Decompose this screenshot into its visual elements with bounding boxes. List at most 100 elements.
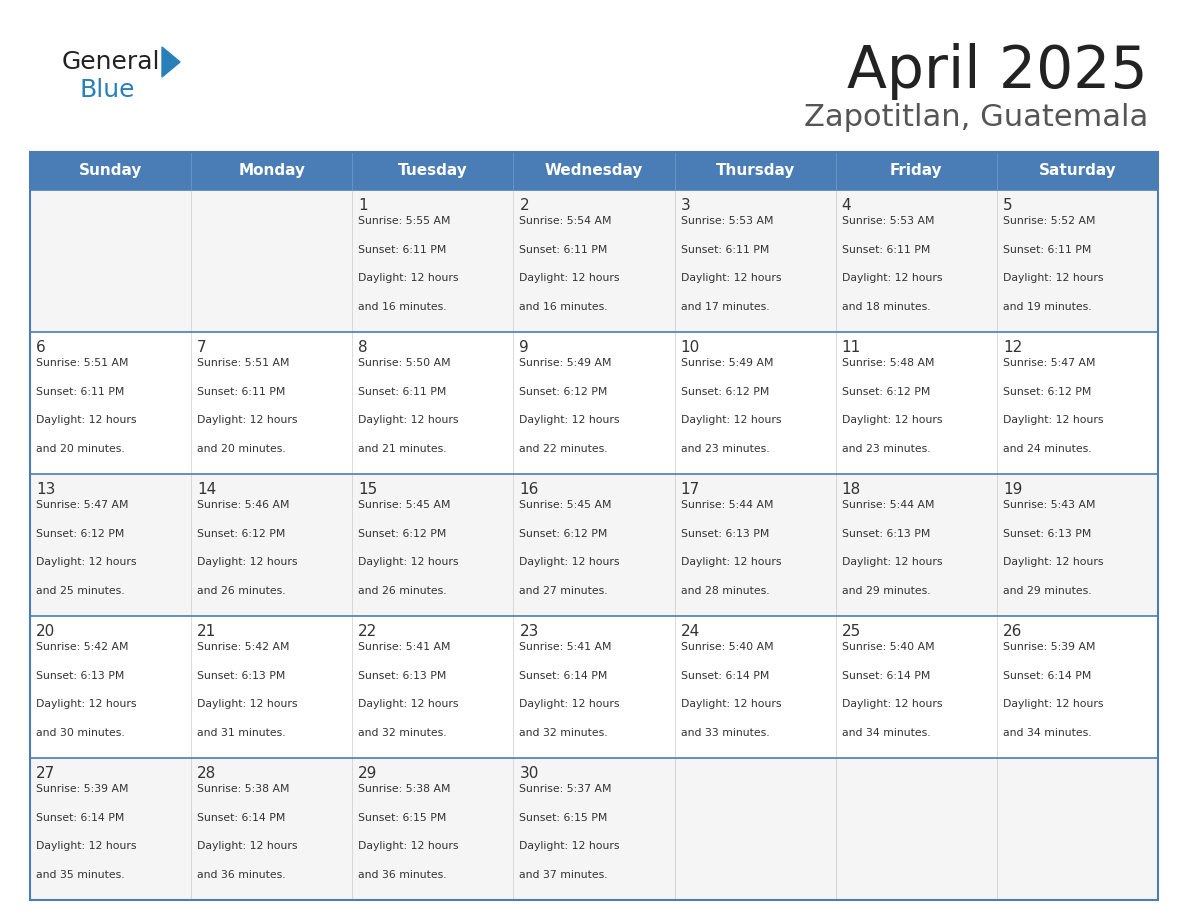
Bar xyxy=(30,474,1158,616)
Text: Daylight: 12 hours: Daylight: 12 hours xyxy=(197,841,298,851)
Text: and 27 minutes.: and 27 minutes. xyxy=(519,586,608,596)
Text: Daylight: 12 hours: Daylight: 12 hours xyxy=(1003,557,1104,567)
Text: Sunset: 6:14 PM: Sunset: 6:14 PM xyxy=(681,670,769,680)
Bar xyxy=(30,616,1158,758)
Text: Sunset: 6:12 PM: Sunset: 6:12 PM xyxy=(842,386,930,397)
Text: Sunrise: 5:49 AM: Sunrise: 5:49 AM xyxy=(681,358,773,368)
Text: Sunrise: 5:50 AM: Sunrise: 5:50 AM xyxy=(359,358,451,368)
Text: 4: 4 xyxy=(842,198,852,213)
Text: Sunset: 6:14 PM: Sunset: 6:14 PM xyxy=(36,812,125,823)
Text: 20: 20 xyxy=(36,624,56,639)
Polygon shape xyxy=(162,47,181,77)
Text: Sunrise: 5:54 AM: Sunrise: 5:54 AM xyxy=(519,216,612,226)
Text: 28: 28 xyxy=(197,766,216,781)
Text: 13: 13 xyxy=(36,482,56,497)
Text: Sunday: Sunday xyxy=(78,163,143,178)
Text: 11: 11 xyxy=(842,340,861,355)
Text: Saturday: Saturday xyxy=(1038,163,1117,178)
Text: Sunrise: 5:44 AM: Sunrise: 5:44 AM xyxy=(681,500,773,510)
Text: and 28 minutes.: and 28 minutes. xyxy=(681,586,769,596)
Text: Sunrise: 5:45 AM: Sunrise: 5:45 AM xyxy=(359,500,450,510)
Text: Daylight: 12 hours: Daylight: 12 hours xyxy=(519,557,620,567)
Text: Daylight: 12 hours: Daylight: 12 hours xyxy=(36,415,137,425)
Text: Sunset: 6:12 PM: Sunset: 6:12 PM xyxy=(36,529,125,539)
Text: Sunset: 6:14 PM: Sunset: 6:14 PM xyxy=(842,670,930,680)
Bar xyxy=(30,152,1158,190)
Text: and 24 minutes.: and 24 minutes. xyxy=(1003,443,1092,453)
Text: Sunrise: 5:47 AM: Sunrise: 5:47 AM xyxy=(1003,358,1095,368)
Text: and 35 minutes.: and 35 minutes. xyxy=(36,869,125,879)
Text: and 23 minutes.: and 23 minutes. xyxy=(842,443,930,453)
Text: 17: 17 xyxy=(681,482,700,497)
Text: and 36 minutes.: and 36 minutes. xyxy=(197,869,286,879)
Text: Daylight: 12 hours: Daylight: 12 hours xyxy=(36,557,137,567)
Text: Sunrise: 5:45 AM: Sunrise: 5:45 AM xyxy=(519,500,612,510)
Text: Daylight: 12 hours: Daylight: 12 hours xyxy=(681,557,781,567)
Text: Blue: Blue xyxy=(80,78,135,102)
Text: Daylight: 12 hours: Daylight: 12 hours xyxy=(519,415,620,425)
Text: 8: 8 xyxy=(359,340,368,355)
Text: 9: 9 xyxy=(519,340,529,355)
Text: 6: 6 xyxy=(36,340,46,355)
Text: Sunrise: 5:39 AM: Sunrise: 5:39 AM xyxy=(36,784,128,794)
Text: Sunset: 6:12 PM: Sunset: 6:12 PM xyxy=(359,529,447,539)
Text: Daylight: 12 hours: Daylight: 12 hours xyxy=(359,274,459,283)
Text: 30: 30 xyxy=(519,766,539,781)
Text: and 21 minutes.: and 21 minutes. xyxy=(359,443,447,453)
Text: Daylight: 12 hours: Daylight: 12 hours xyxy=(842,274,942,283)
Text: Sunset: 6:14 PM: Sunset: 6:14 PM xyxy=(519,670,608,680)
Text: Sunrise: 5:41 AM: Sunrise: 5:41 AM xyxy=(519,642,612,652)
Text: and 33 minutes.: and 33 minutes. xyxy=(681,728,769,738)
Text: Sunset: 6:12 PM: Sunset: 6:12 PM xyxy=(197,529,285,539)
Text: Sunset: 6:13 PM: Sunset: 6:13 PM xyxy=(842,529,930,539)
Text: Sunrise: 5:41 AM: Sunrise: 5:41 AM xyxy=(359,642,450,652)
Text: Sunrise: 5:42 AM: Sunrise: 5:42 AM xyxy=(36,642,128,652)
Text: Daylight: 12 hours: Daylight: 12 hours xyxy=(197,557,298,567)
Text: Sunset: 6:11 PM: Sunset: 6:11 PM xyxy=(681,244,769,254)
Text: 10: 10 xyxy=(681,340,700,355)
Text: Sunrise: 5:53 AM: Sunrise: 5:53 AM xyxy=(842,216,934,226)
Text: Sunset: 6:11 PM: Sunset: 6:11 PM xyxy=(359,244,447,254)
Text: 25: 25 xyxy=(842,624,861,639)
Text: and 17 minutes.: and 17 minutes. xyxy=(681,302,769,312)
Text: Sunrise: 5:51 AM: Sunrise: 5:51 AM xyxy=(36,358,128,368)
Text: Daylight: 12 hours: Daylight: 12 hours xyxy=(519,274,620,283)
Bar xyxy=(30,152,1158,900)
Text: 24: 24 xyxy=(681,624,700,639)
Text: Zapotitlan, Guatemala: Zapotitlan, Guatemala xyxy=(804,104,1148,132)
Text: 23: 23 xyxy=(519,624,539,639)
Text: and 37 minutes.: and 37 minutes. xyxy=(519,869,608,879)
Text: Sunrise: 5:39 AM: Sunrise: 5:39 AM xyxy=(1003,642,1095,652)
Text: 7: 7 xyxy=(197,340,207,355)
Text: Friday: Friday xyxy=(890,163,942,178)
Text: Sunset: 6:11 PM: Sunset: 6:11 PM xyxy=(197,386,285,397)
Text: and 22 minutes.: and 22 minutes. xyxy=(519,443,608,453)
Text: Sunrise: 5:40 AM: Sunrise: 5:40 AM xyxy=(681,642,773,652)
Text: Sunset: 6:11 PM: Sunset: 6:11 PM xyxy=(519,244,608,254)
Text: and 20 minutes.: and 20 minutes. xyxy=(36,443,125,453)
Text: Sunset: 6:11 PM: Sunset: 6:11 PM xyxy=(842,244,930,254)
Text: and 32 minutes.: and 32 minutes. xyxy=(359,728,447,738)
Text: Daylight: 12 hours: Daylight: 12 hours xyxy=(197,415,298,425)
Text: Sunset: 6:13 PM: Sunset: 6:13 PM xyxy=(681,529,769,539)
Text: Sunrise: 5:48 AM: Sunrise: 5:48 AM xyxy=(842,358,934,368)
Text: Sunset: 6:11 PM: Sunset: 6:11 PM xyxy=(36,386,125,397)
Text: 27: 27 xyxy=(36,766,56,781)
Text: Sunrise: 5:46 AM: Sunrise: 5:46 AM xyxy=(197,500,290,510)
Text: and 25 minutes.: and 25 minutes. xyxy=(36,586,125,596)
Text: and 23 minutes.: and 23 minutes. xyxy=(681,443,769,453)
Text: and 19 minutes.: and 19 minutes. xyxy=(1003,302,1092,312)
Text: and 34 minutes.: and 34 minutes. xyxy=(842,728,930,738)
Text: Sunrise: 5:38 AM: Sunrise: 5:38 AM xyxy=(359,784,450,794)
Text: 12: 12 xyxy=(1003,340,1022,355)
Text: 15: 15 xyxy=(359,482,378,497)
Text: Daylight: 12 hours: Daylight: 12 hours xyxy=(1003,700,1104,709)
Text: Monday: Monday xyxy=(239,163,305,178)
Text: Sunset: 6:12 PM: Sunset: 6:12 PM xyxy=(681,386,769,397)
Text: Sunset: 6:12 PM: Sunset: 6:12 PM xyxy=(519,386,608,397)
Text: Daylight: 12 hours: Daylight: 12 hours xyxy=(681,700,781,709)
Text: Sunset: 6:13 PM: Sunset: 6:13 PM xyxy=(197,670,285,680)
Text: General: General xyxy=(62,50,160,74)
Text: 1: 1 xyxy=(359,198,368,213)
Text: Sunrise: 5:40 AM: Sunrise: 5:40 AM xyxy=(842,642,934,652)
